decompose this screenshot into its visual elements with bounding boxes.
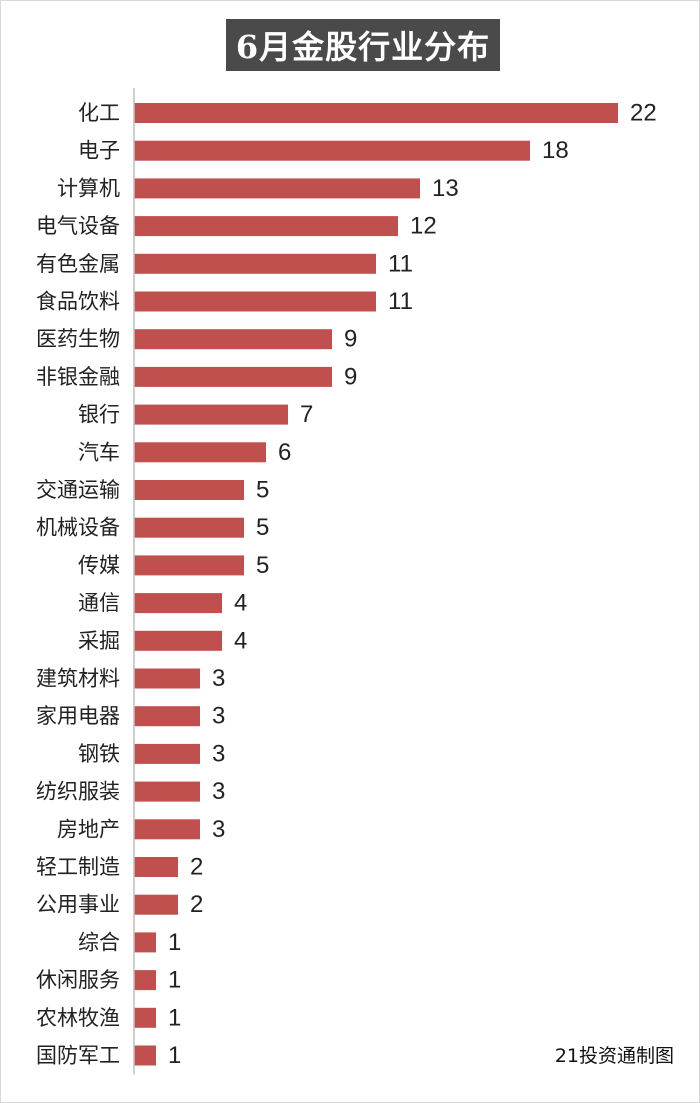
bar-19 xyxy=(134,781,200,802)
value-label: 11 xyxy=(388,288,413,315)
bar-25 xyxy=(134,1007,156,1028)
category-label: 家用电器 xyxy=(36,704,120,728)
category-label: 采掘 xyxy=(78,629,120,653)
category-label: 化工 xyxy=(78,101,120,125)
value-label: 4 xyxy=(234,590,247,617)
value-label: 11 xyxy=(388,250,413,277)
value-label: 3 xyxy=(212,665,225,692)
value-label: 9 xyxy=(344,363,357,390)
bar-8 xyxy=(134,366,332,387)
category-label: 钢铁 xyxy=(78,742,120,766)
value-label: 18 xyxy=(542,137,569,164)
value-label: 1 xyxy=(168,967,181,994)
value-label: 1 xyxy=(168,929,181,956)
bar-12 xyxy=(134,517,244,538)
category-label: 计算机 xyxy=(57,176,120,200)
bars-group xyxy=(134,103,618,1066)
category-label: 电气设备 xyxy=(36,214,120,238)
value-label: 6 xyxy=(278,439,291,466)
value-label: 2 xyxy=(190,854,203,881)
bar-16 xyxy=(134,668,200,689)
value-label: 5 xyxy=(256,514,269,541)
bar-24 xyxy=(134,970,156,991)
category-label: 传媒 xyxy=(78,553,120,577)
bar-7 xyxy=(134,329,332,350)
value-label: 3 xyxy=(212,703,225,730)
category-label: 医药生物 xyxy=(36,327,120,351)
source-note: 21投资通制图 xyxy=(554,1045,674,1067)
bar-17 xyxy=(134,706,200,727)
value-label: 1 xyxy=(168,1004,181,1031)
bar-1 xyxy=(134,103,618,123)
bar-15 xyxy=(134,630,222,651)
category-label: 纺织服装 xyxy=(36,780,120,804)
chart-title: 6月金股行业分布 xyxy=(226,19,500,71)
category-label: 休闲服务 xyxy=(36,968,120,992)
category-label: 建筑材料 xyxy=(36,667,120,691)
category-label: 非银金融 xyxy=(36,365,120,389)
value-label: 13 xyxy=(432,175,459,202)
value-label: 12 xyxy=(410,213,437,240)
category-label: 交通运输 xyxy=(36,478,120,502)
bar-11 xyxy=(134,480,244,500)
category-label: 综合 xyxy=(78,930,120,954)
bar-21 xyxy=(134,857,178,877)
value-label: 7 xyxy=(300,401,313,428)
bar-2 xyxy=(134,140,530,161)
value-label: 9 xyxy=(344,326,357,353)
category-label: 农林牧渔 xyxy=(36,1006,120,1030)
bar-10 xyxy=(134,442,266,463)
category-label: 轻工制造 xyxy=(36,855,120,879)
value-label: 5 xyxy=(256,552,269,579)
value-label: 2 xyxy=(190,891,203,918)
category-labels-group: 化工电子计算机电气设备有色金属食品饮料医药生物非银金融银行汽车交通运输机械设备传… xyxy=(36,101,120,1068)
category-label: 机械设备 xyxy=(36,516,120,540)
category-label: 公用事业 xyxy=(36,893,120,917)
category-label: 汽车 xyxy=(78,440,120,464)
category-label: 银行 xyxy=(78,403,120,427)
value-label: 3 xyxy=(212,740,225,767)
value-label: 3 xyxy=(212,816,225,843)
bar-18 xyxy=(134,743,200,764)
category-label: 有色金属 xyxy=(36,252,120,276)
value-label: 1 xyxy=(168,1042,181,1069)
value-label: 3 xyxy=(212,778,225,805)
bar-13 xyxy=(134,555,244,576)
bar-9 xyxy=(134,404,288,425)
category-label: 电子 xyxy=(78,139,120,163)
bar-5 xyxy=(134,253,376,274)
category-label: 房地产 xyxy=(57,817,120,841)
bar-20 xyxy=(134,819,200,840)
bar-23 xyxy=(134,932,156,953)
value-label: 4 xyxy=(234,627,247,654)
bar-22 xyxy=(134,894,178,915)
category-label: 食品饮料 xyxy=(36,290,120,314)
bar-3 xyxy=(134,178,420,199)
bar-6 xyxy=(134,291,376,312)
value-label: 22 xyxy=(630,100,657,127)
bar-4 xyxy=(134,216,398,237)
category-label: 国防军工 xyxy=(36,1044,120,1068)
bar-14 xyxy=(134,593,222,614)
value-label: 5 xyxy=(256,477,269,504)
category-label: 通信 xyxy=(78,591,120,615)
bar-26 xyxy=(134,1045,156,1066)
